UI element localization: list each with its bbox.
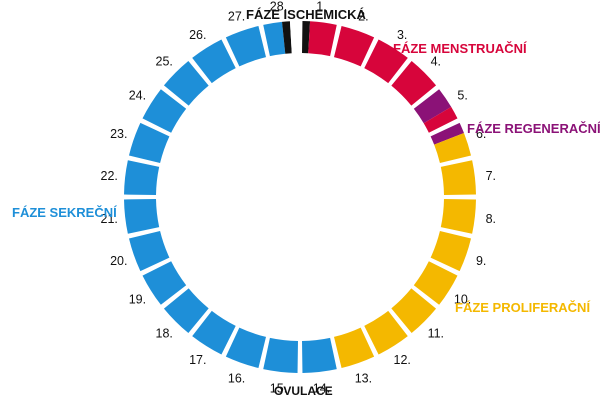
day-label-12: 12. [394, 353, 411, 367]
day-label-8: 8. [486, 212, 496, 226]
day-label-28: 28. [270, 0, 287, 14]
day-label-17: 17. [189, 353, 206, 367]
day-label-22: 22. [101, 169, 118, 183]
day-18-segment [163, 288, 209, 334]
day-label-13: 13. [355, 372, 372, 386]
day-label-11: 11. [428, 326, 444, 340]
day-28-ischemic-stripe [282, 21, 292, 54]
day-1-segment [308, 21, 337, 57]
day-label-7: 7. [486, 169, 496, 183]
day-label-21: 21. [101, 212, 118, 226]
day-label-6: 6. [476, 127, 486, 141]
day-labels: 1. 2. 3. 4. 5. 6. 7. 8. 9. 10. 11. 12. 13. 14. 15. 16. 1… [101, 0, 497, 395]
phase-label-menstrual: FÁZE MENSTRUAČNÍ [393, 41, 527, 56]
day-label-25: 25. [156, 55, 173, 69]
day-label-9: 9. [476, 254, 486, 268]
day-label-15: 15. [270, 381, 287, 395]
day-6-segment [434, 133, 472, 163]
day-11-segment [391, 288, 437, 334]
day-25-segment [163, 60, 209, 106]
day-5-segment [413, 89, 452, 124]
day-7-segment [440, 160, 476, 195]
day-label-19: 19. [129, 293, 146, 307]
phase-label-regeneration: FÁZE REGENERAČNÍ [467, 121, 600, 136]
day-21-segment [124, 199, 160, 234]
day-28-white-stripe [289, 21, 298, 54]
day-8-segment [440, 199, 476, 234]
day-label-18: 18. [156, 326, 173, 340]
day-4-segment [391, 60, 437, 106]
day-26-segment [192, 39, 236, 84]
day-10-segment [413, 261, 458, 305]
day-19-segment [142, 261, 187, 305]
day-9-segment [430, 231, 472, 272]
day-13-segment [334, 327, 375, 369]
day-label-1: 1. [316, 0, 326, 14]
day-15-segment [263, 337, 298, 373]
day-2-segment [334, 25, 375, 67]
phase-label-proliferative: FÁZE PROLIFERAČNÍ [455, 300, 591, 315]
day-label-2: 2. [358, 9, 368, 23]
day-label-4: 4. [431, 55, 441, 69]
phase-label-secretory: FÁZE SEKREČNÍ [12, 205, 117, 220]
day-label-24: 24. [129, 88, 146, 102]
day-17-segment [192, 310, 236, 355]
day-27-segment [225, 25, 266, 67]
day-1-ischemic-stripe [302, 21, 311, 54]
day-14-segment [302, 337, 337, 373]
day-28-segment [263, 21, 286, 57]
day-24-segment [142, 89, 187, 133]
day-3-segment [364, 39, 408, 84]
cycle-ring [124, 21, 476, 373]
day-6-regeneration-part [430, 122, 464, 145]
day-12-segment [364, 310, 408, 355]
day-label-5: 5. [457, 88, 467, 102]
day-label-20: 20. [110, 254, 127, 268]
day-label-10: 10. [454, 293, 471, 307]
phase-label-ischemic: FÁZE ISCHEMICKÁ [246, 7, 366, 22]
day-label-23: 23. [110, 127, 127, 141]
day-label-27: 27. [228, 9, 245, 23]
day-label-26: 26. [189, 28, 206, 42]
day-label-14: 14. [313, 381, 330, 395]
day-5-red-part [423, 106, 458, 133]
day-label-3: 3. [397, 28, 407, 42]
day-label-16: 16. [228, 372, 245, 386]
day-20-segment [128, 231, 170, 272]
day-22-segment [124, 160, 160, 195]
day-16-segment [225, 327, 266, 369]
day-23-segment [128, 122, 170, 163]
ovulation-label: OVULACE [274, 384, 333, 398]
